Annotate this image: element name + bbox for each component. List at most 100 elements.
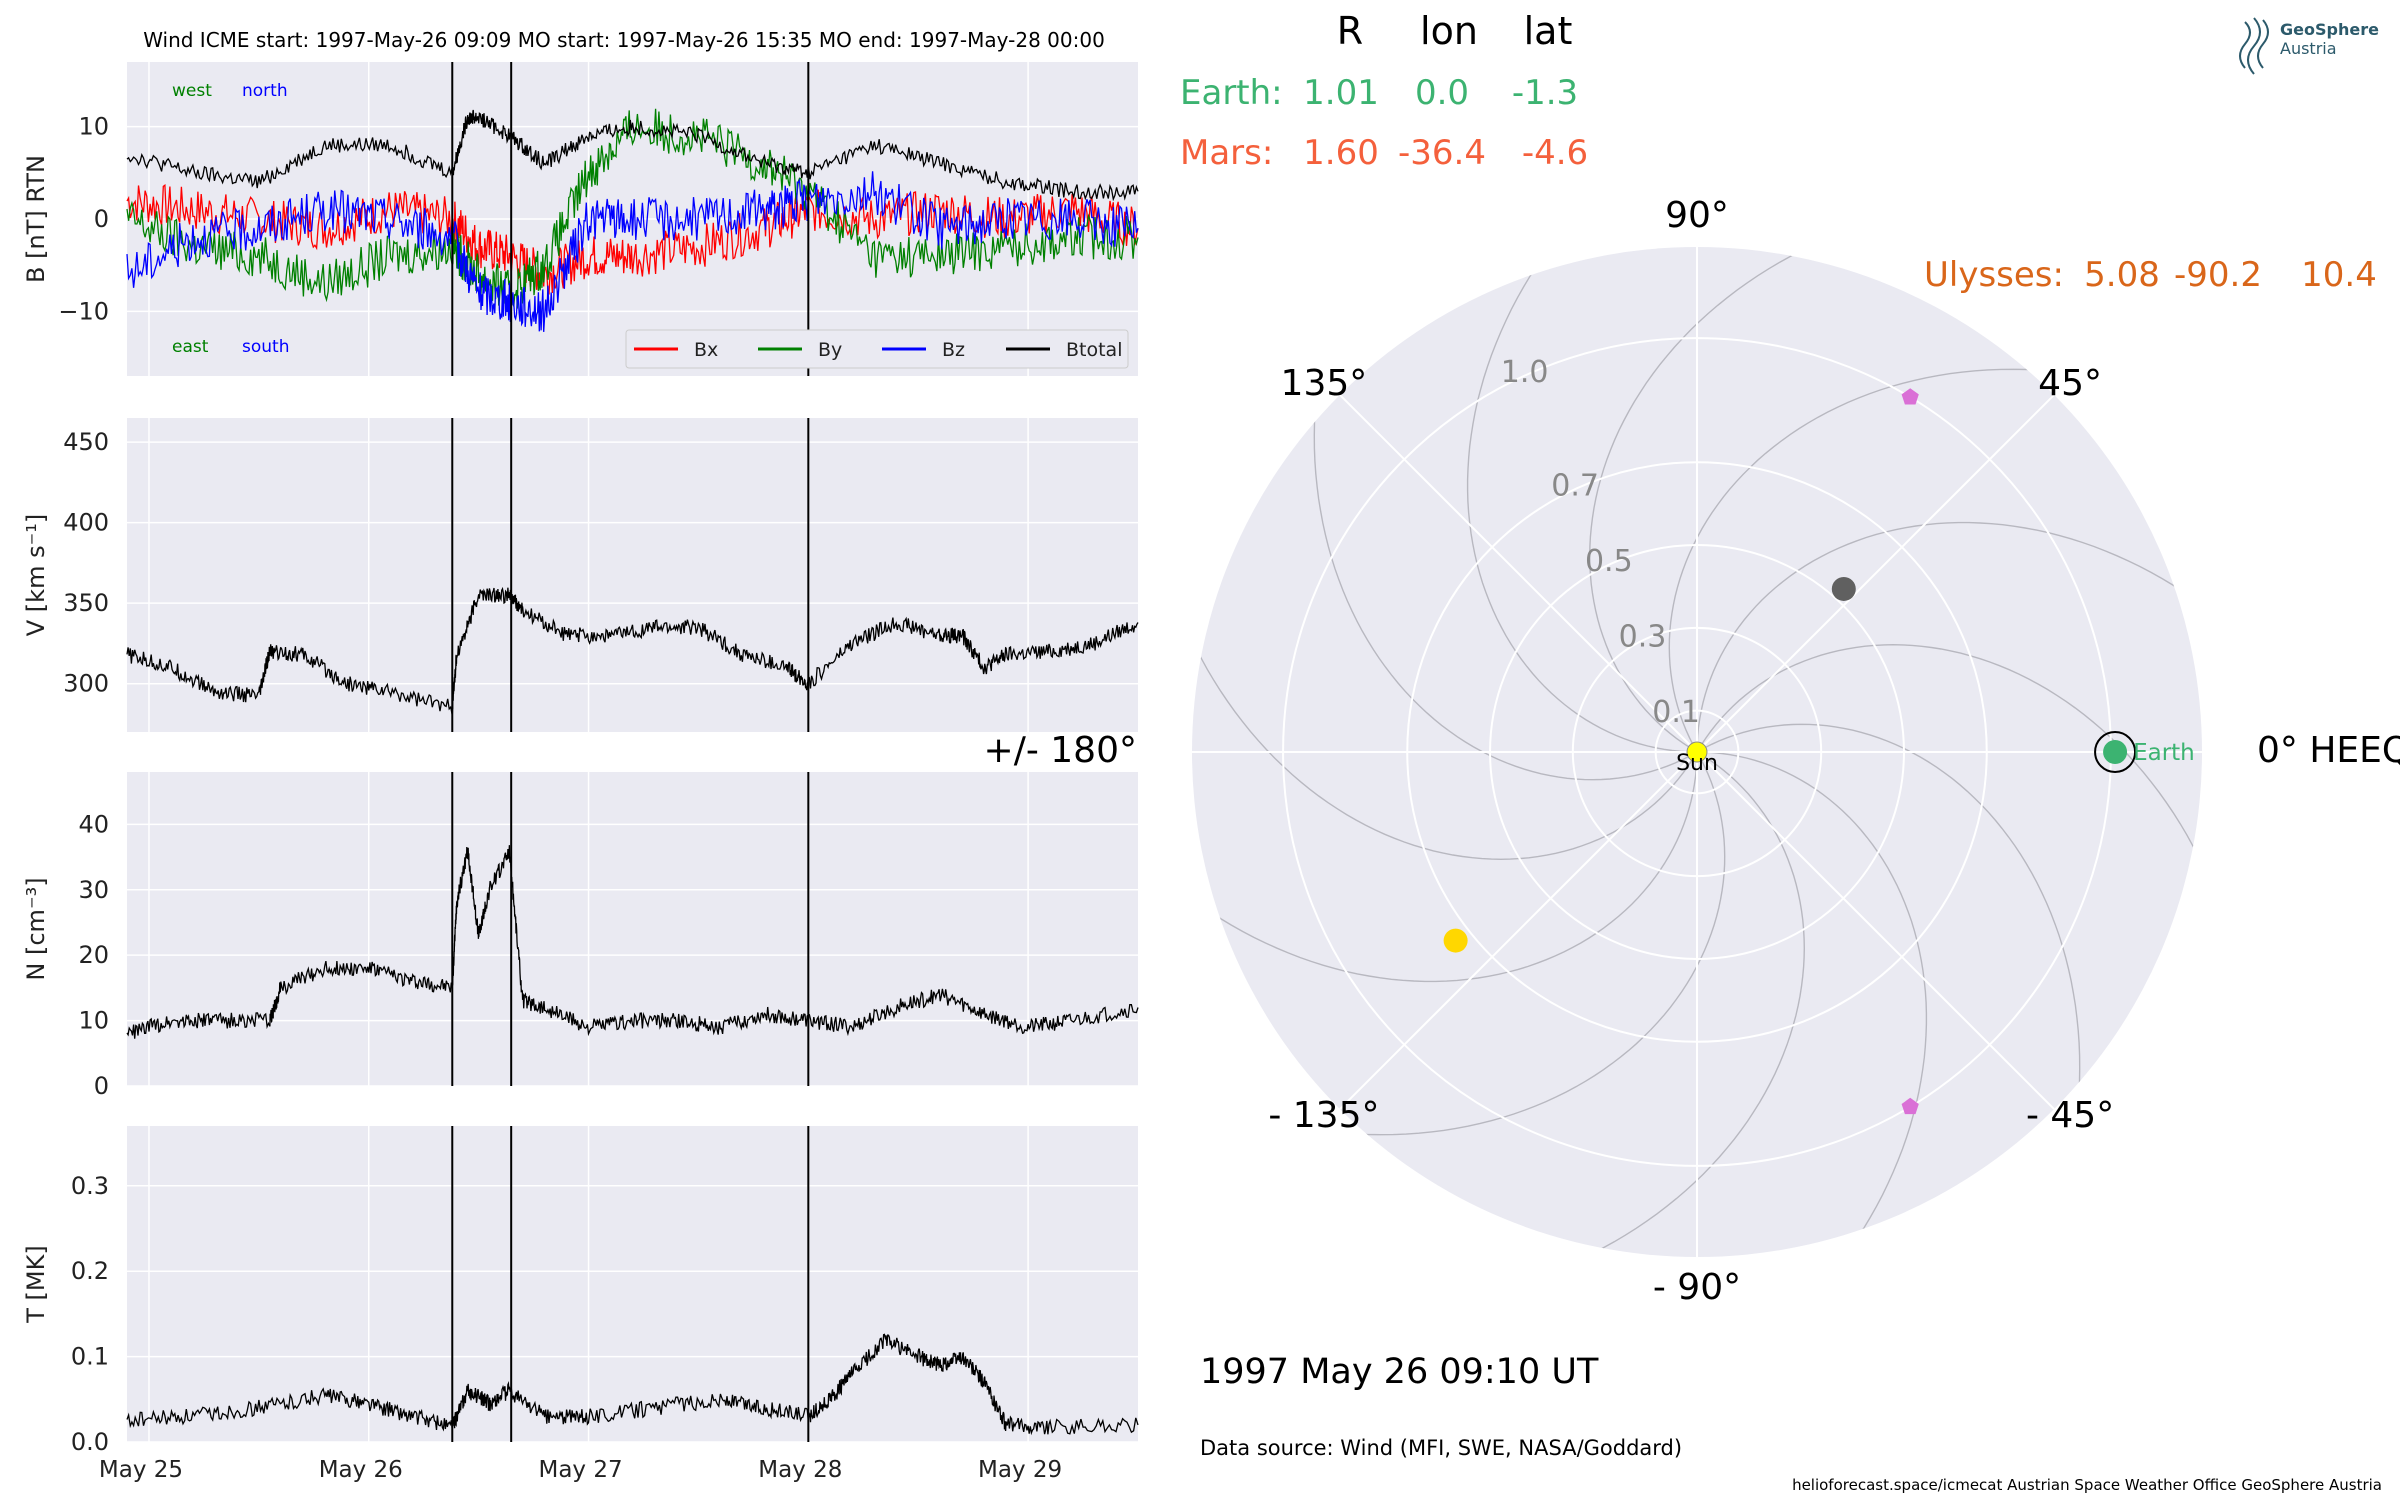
sun-marker bbox=[1686, 741, 1708, 763]
geosphere-logo: GeoSphere Austria bbox=[2239, 17, 2379, 75]
annotation-south: south bbox=[242, 337, 289, 357]
y-tick-label: 10 bbox=[78, 113, 109, 141]
y-axis-label: V [km s⁻¹] bbox=[22, 514, 50, 636]
y-tick-label: 30 bbox=[78, 876, 109, 904]
angular-grid-line bbox=[1696, 394, 2055, 753]
row-r: 1.60 bbox=[1303, 133, 1379, 173]
series-line-n bbox=[126, 845, 1139, 1039]
series-line-v bbox=[126, 586, 1139, 716]
panel-background bbox=[127, 418, 1138, 732]
angle-label: - 135° bbox=[1268, 1095, 1379, 1136]
y-tick-label: 0 bbox=[94, 1072, 109, 1100]
y-tick-label: 0.0 bbox=[71, 1428, 109, 1456]
angle-label: - 45° bbox=[2026, 1095, 2114, 1136]
y-axis-label: T [MK] bbox=[22, 1245, 50, 1323]
angle-label: 0° HEEQ bbox=[2257, 730, 2400, 771]
table-row: Earth: 1.01 0.0 -1.3 bbox=[1180, 73, 1578, 113]
radial-tick-label: 0.3 bbox=[1619, 620, 1667, 655]
spiral-line bbox=[1192, 408, 1694, 861]
legend-label: By bbox=[818, 339, 842, 361]
row-lat: 10.4 bbox=[2301, 255, 2377, 295]
logo-text-1: GeoSphere bbox=[2280, 20, 2379, 39]
legend-label: Bx bbox=[694, 339, 718, 361]
y-tick-label: 0.1 bbox=[71, 1343, 109, 1371]
row-r: 1.01 bbox=[1303, 73, 1379, 113]
panel-n: 0 10 20 30 40 N [cm⁻³] bbox=[22, 772, 1139, 1100]
earth-marker bbox=[2103, 740, 2128, 764]
timestamp: 1997 May 26 09:10 UT bbox=[1200, 1352, 1599, 1392]
y-tick-label: 350 bbox=[63, 589, 109, 617]
annotation-east: east bbox=[172, 337, 209, 357]
y-tick-label: 0.2 bbox=[71, 1257, 109, 1285]
radial-tick-label: 0.5 bbox=[1585, 544, 1633, 579]
radial-tick-label: 0.1 bbox=[1652, 695, 1700, 730]
row-lon: 0.0 bbox=[1415, 73, 1469, 113]
earth-ring bbox=[2094, 731, 2137, 773]
sun-label: Sun bbox=[1676, 751, 1718, 776]
x-tick-label: May 27 bbox=[538, 1457, 622, 1483]
y-tick-label: 10 bbox=[78, 1007, 109, 1035]
angular-grid-line bbox=[1339, 394, 1698, 753]
logo-text-2: Austria bbox=[2280, 39, 2337, 58]
angular-grid-line bbox=[1339, 751, 1698, 1110]
body-gold-marker bbox=[1443, 928, 1468, 953]
series-line-bz bbox=[126, 171, 1139, 332]
y-tick-label: 20 bbox=[78, 941, 109, 969]
pentagon-marker bbox=[1901, 1097, 1919, 1115]
polar-plot: 0.1 0.3 0.5 0.7 1.0 0° HEEQ 45° 90° 135° +/- 180°… bbox=[984, 195, 2400, 1308]
table-row: Mars: 1.60 -36.4 -4.6 bbox=[1180, 133, 1588, 173]
row-label: Mars: bbox=[1180, 133, 1273, 173]
y-tick-label: 0 bbox=[94, 205, 109, 233]
figure-title: Wind ICME start: 1997-May-26 09:09 MO st… bbox=[143, 28, 1105, 52]
legend: Bx By Bz Btotal bbox=[625, 329, 1129, 369]
row-lat: -1.3 bbox=[1512, 73, 1578, 113]
timeseries-panels: 10 0 −10 B [nT] RTN west north east south Bx By Bz… bbox=[22, 62, 1139, 1483]
y-tick-label: 300 bbox=[63, 670, 109, 698]
legend-label: Bz bbox=[942, 339, 965, 361]
table-header: lat bbox=[1524, 9, 1573, 53]
y-tick-label: −10 bbox=[58, 297, 109, 325]
angle-label: - 90° bbox=[1653, 1267, 1741, 1308]
spiral-line bbox=[1696, 521, 2202, 772]
x-tick-label: May 29 bbox=[978, 1457, 1062, 1483]
legend-box bbox=[625, 329, 1129, 369]
y-tick-label: 40 bbox=[78, 810, 109, 838]
table-row: Ulysses: 5.08 -90.2 10.4 bbox=[1924, 255, 2377, 295]
table-header: R bbox=[1337, 9, 1363, 53]
panel-t: 0.0 0.1 0.2 0.3 T [MK] May 25 May 26 May 27 May … bbox=[22, 1126, 1139, 1483]
earth-label: Earth bbox=[2133, 740, 2195, 766]
y-tick-label: 450 bbox=[63, 428, 109, 456]
angle-label: 135° bbox=[1281, 363, 1368, 404]
row-label: Earth: bbox=[1180, 73, 1283, 113]
panel-b: 10 0 −10 B [nT] RTN west north east south Bx By Bz… bbox=[22, 62, 1139, 376]
panel-background bbox=[127, 772, 1138, 1086]
y-axis-label: N [cm⁻³] bbox=[22, 877, 50, 980]
y-tick-label: 400 bbox=[63, 509, 109, 537]
data-source: Data source: Wind (MFI, SWE, NASA/Goddar… bbox=[1200, 1436, 1682, 1460]
x-tick-label: May 25 bbox=[99, 1457, 183, 1483]
y-tick-label: 0.3 bbox=[71, 1172, 109, 1200]
row-lon: -36.4 bbox=[1398, 133, 1486, 173]
radial-tick-label: 0.7 bbox=[1551, 468, 1599, 503]
angle-label: 45° bbox=[2038, 363, 2102, 404]
panel-v: 300 350 400 450 V [km s⁻¹] bbox=[22, 418, 1139, 732]
panel-background bbox=[127, 1126, 1138, 1442]
legend-label: Btotal bbox=[1066, 339, 1122, 361]
x-tick-label: May 28 bbox=[758, 1457, 842, 1483]
series-line-by bbox=[126, 108, 1139, 309]
spiral-line bbox=[1192, 732, 1698, 983]
row-lat: -4.6 bbox=[1522, 133, 1588, 173]
pentagon-marker bbox=[1901, 388, 1919, 405]
annotation-west: west bbox=[172, 81, 212, 101]
logo-icon bbox=[2239, 17, 2269, 75]
annotation-north: north bbox=[242, 81, 288, 101]
row-r: 5.08 bbox=[2084, 255, 2160, 295]
angle-label: +/- 180° bbox=[984, 730, 1137, 771]
table-header: lon bbox=[1420, 9, 1478, 53]
body-gray-marker bbox=[1831, 576, 1856, 601]
series-line-btotal bbox=[126, 109, 1139, 202]
footer-credits: helioforecast.space/icmecat Austrian Spa… bbox=[1792, 1476, 2382, 1494]
spiral-line bbox=[1466, 247, 1717, 753]
